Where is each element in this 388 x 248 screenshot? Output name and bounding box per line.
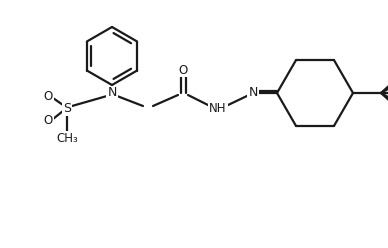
Text: O: O bbox=[43, 115, 53, 127]
Text: S: S bbox=[63, 101, 71, 115]
Text: O: O bbox=[43, 90, 53, 102]
Text: CH₃: CH₃ bbox=[56, 131, 78, 145]
Text: O: O bbox=[178, 63, 188, 76]
Text: N: N bbox=[248, 87, 258, 99]
Text: NH: NH bbox=[209, 101, 227, 115]
Text: N: N bbox=[107, 87, 117, 99]
